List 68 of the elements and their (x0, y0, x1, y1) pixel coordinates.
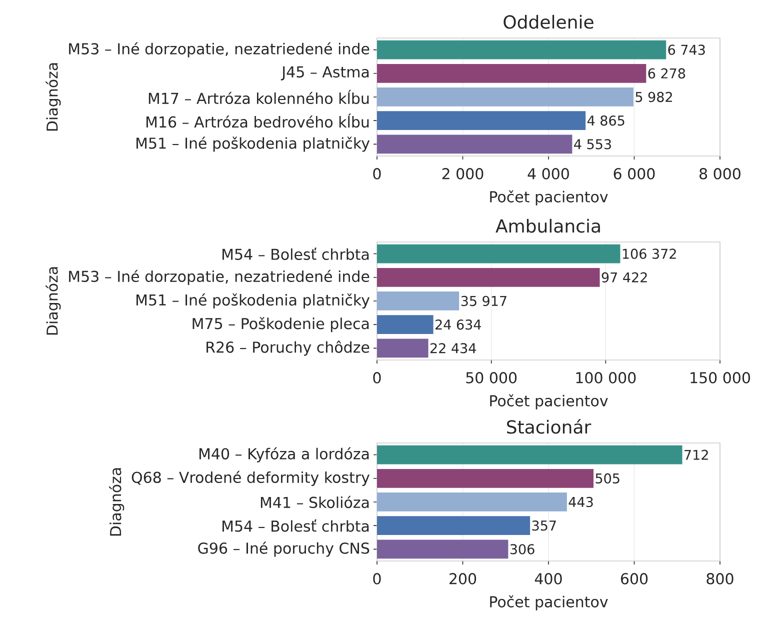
y-axis-title: Diagnóza (109, 468, 124, 536)
bar (377, 111, 586, 130)
y-tick-label: M54 – Bolesť chrbta (222, 519, 369, 532)
chart-title: Ambulancia (496, 218, 600, 233)
x-tick-label: 8 000 (700, 168, 740, 180)
x-tick-label: 200 (450, 573, 476, 584)
y-axis-title: Diagnóza (46, 63, 61, 131)
data-label: 22 434 (430, 343, 476, 354)
y-tick-label: J45 – Astma (280, 66, 369, 80)
bar (377, 540, 508, 559)
bar (377, 268, 600, 287)
x-tick-label: 0 (373, 372, 381, 384)
y-axis-title: Diagnóza (46, 267, 61, 335)
x-tick-label: 600 (620, 573, 648, 584)
x-tick-label: 0 (373, 573, 381, 584)
y-tick-label: M75 – Poškodenie pleca (192, 317, 369, 332)
bar (377, 64, 646, 83)
data-label: 5 982 (636, 92, 672, 102)
data-label: 35 917 (461, 296, 506, 306)
x-tick-label: 0 (373, 168, 381, 180)
x-tick-label: 50 000 (466, 372, 517, 384)
data-label: 357 (532, 520, 556, 531)
y-tick-label: M40 – Kyfóza a lordóza (199, 447, 369, 462)
data-label: 712 (684, 450, 708, 460)
y-tick-label: M16 – Artróza bedrového kĺbu (146, 114, 369, 128)
bar (377, 315, 434, 334)
x-tick-label: 2 000 (442, 168, 484, 180)
data-label: 306 (510, 544, 534, 554)
bar (377, 338, 428, 358)
bar (377, 244, 620, 264)
bar (377, 516, 530, 536)
bar (377, 468, 594, 488)
y-tick-label: R26 – Poruchy chôdze (206, 340, 370, 356)
y-tick-label: G96 – Iné poruchy CNS (198, 542, 370, 557)
chart-title: Oddelenie (504, 14, 594, 29)
x-tick-label: 150 000 (690, 372, 750, 384)
data-label: 97 422 (602, 272, 647, 282)
y-tick-label: M53 – Iné dorzopatie, nezatriedené inde (69, 42, 370, 58)
y-tick-label: M54 – Bolesť chrbta (222, 248, 369, 260)
bar (377, 134, 572, 154)
bar (377, 292, 460, 310)
y-tick-label: M51 – Iné poškodenia platničky (136, 293, 370, 309)
x-tick-label: 4 000 (528, 168, 569, 180)
y-tick-label: M41 – Skolióza (260, 496, 369, 508)
x-tick-label: 100 000 (576, 372, 636, 384)
data-label: 6 278 (648, 68, 686, 78)
data-label: 505 (596, 473, 620, 484)
y-tick-label: M51 – Iné poškodenia platničky (136, 136, 370, 152)
data-label: 4 865 (587, 115, 624, 126)
data-label: 443 (568, 496, 593, 508)
x-tick-label: 800 (706, 573, 734, 584)
x-axis-title: Počet pacientov (490, 595, 608, 610)
data-label: 106 372 (622, 248, 676, 259)
data-label: 6 743 (668, 44, 705, 55)
bar (377, 40, 666, 60)
bar (377, 88, 634, 106)
x-axis-title: Počet pacientov (490, 190, 608, 206)
data-label: 24 634 (436, 319, 481, 330)
chart-title: Stacionár (507, 419, 592, 434)
x-tick-label: 400 (534, 573, 562, 584)
x-tick-label: 6 000 (614, 168, 655, 180)
y-tick-label: M17 – Artróza kolenného kĺbu (148, 90, 369, 104)
y-tick-label: M53 – Iné dorzopatie, nezatriedené inde (69, 270, 370, 285)
data-label: 4 553 (574, 139, 611, 150)
bar (377, 445, 682, 464)
x-axis-title: Počet pacientov (490, 394, 608, 410)
y-tick-label: Q68 – Vrodené deformity kostry (132, 470, 370, 486)
bar (377, 492, 567, 512)
